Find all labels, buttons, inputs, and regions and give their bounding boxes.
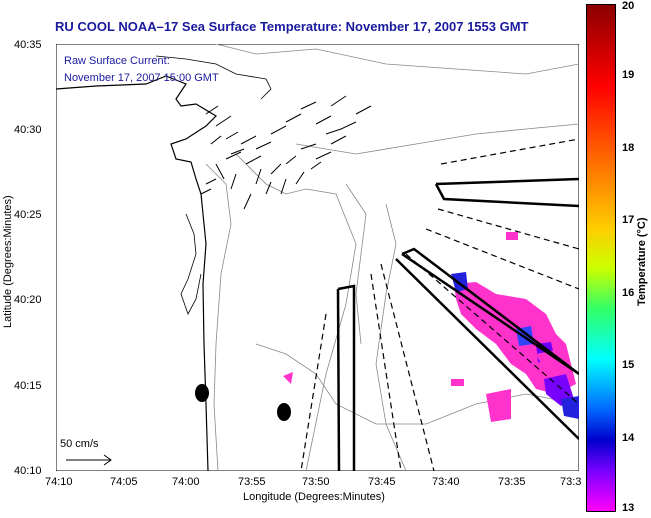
- coastline: [56, 75, 217, 471]
- xtick-label: 74:10: [45, 476, 73, 488]
- contour-1: [215, 44, 579, 75]
- colorbar-tick: 20: [622, 0, 635, 12]
- xtick-label: 73:35: [498, 476, 526, 488]
- temperature-colorbar: [586, 4, 616, 512]
- inner-coast: [155, 55, 272, 100]
- radar-site-1: [195, 384, 209, 402]
- current-info-line-1: Raw Surface Current:: [64, 55, 170, 67]
- colorbar-tick: 15: [622, 359, 635, 371]
- contour-3: [235, 153, 357, 471]
- colorbar-label: Temperature (°C): [636, 217, 648, 306]
- current-vectors: [200, 95, 372, 210]
- ytick-label: 40:15: [14, 380, 42, 392]
- colorbar-tick: 16: [622, 287, 635, 299]
- scale-label: 50 cm/s: [60, 438, 99, 450]
- ytick-label: 40:25: [14, 209, 42, 221]
- xtick-label: 74:00: [172, 476, 200, 488]
- xtick-label: 73:45: [368, 476, 396, 488]
- y-axis-label: Latitude (Degrees:Minutes): [2, 195, 14, 328]
- x-axis-label: Longitude (Degrees:Minutes): [243, 491, 385, 503]
- xtick-label: 73:55: [238, 476, 266, 488]
- colorbar-tick: 13: [622, 502, 635, 514]
- colorbar-tick: 18: [622, 142, 635, 154]
- colorbar-tick: 17: [622, 214, 635, 226]
- contour-7: [345, 183, 367, 345]
- xtick-label: 74:05: [110, 476, 138, 488]
- colorbar-tick: 19: [622, 69, 635, 81]
- xtick-label: 73:50: [302, 476, 330, 488]
- contour-5: [375, 203, 407, 471]
- colorbar-tick: 14: [622, 432, 635, 444]
- scale-arrow: [66, 454, 112, 466]
- xtick-label: 73:3: [560, 476, 582, 488]
- radar-beams: [300, 138, 579, 471]
- ytick-label: 40:35: [14, 39, 42, 51]
- sst-map: [56, 44, 579, 471]
- map-title: RU COOL NOAA–17 Sea Surface Temperature:…: [55, 19, 529, 34]
- bay-outline: [180, 213, 202, 315]
- current-info-line-2: November 17, 2007 15:00 GMT: [64, 72, 219, 84]
- contour-2: [205, 163, 232, 471]
- xtick-label: 73:40: [432, 476, 460, 488]
- ytick-label: 40:10: [14, 465, 42, 477]
- ytick-label: 40:20: [14, 294, 42, 306]
- radar-site-2: [277, 403, 291, 421]
- ytick-label: 40:30: [14, 124, 42, 136]
- contour-4: [295, 123, 579, 155]
